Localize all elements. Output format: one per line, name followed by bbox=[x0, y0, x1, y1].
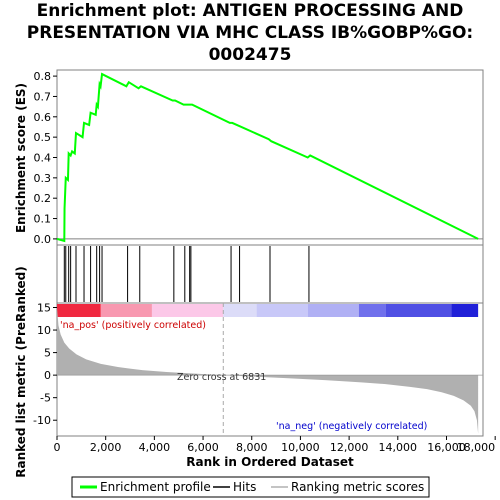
color-bar-segment bbox=[256, 304, 308, 317]
x-tick-label: 8,000 bbox=[236, 441, 268, 454]
chart-title: Enrichment plot: ANTIGEN PROCESSING AND … bbox=[0, 0, 500, 66]
ranked-metric-area bbox=[57, 307, 479, 434]
x-tick-label: 12,000 bbox=[330, 441, 369, 454]
es-tick-label: 0.2 bbox=[34, 192, 52, 205]
color-bar bbox=[57, 304, 479, 317]
x-axis-title: Rank in Ordered Dataset bbox=[186, 455, 354, 469]
legend-label-profile: Enrichment profile bbox=[100, 480, 211, 494]
x-tick-label: 2,000 bbox=[90, 441, 122, 454]
color-bar-segment bbox=[223, 304, 257, 317]
x-tick-label: 18,000 bbox=[457, 441, 496, 454]
zero-cross-label: Zero cross at 6831 bbox=[177, 372, 266, 383]
title-line-1: Enrichment plot: ANTIGEN PROCESSING AND bbox=[36, 1, 464, 21]
x-tick-label: 6,000 bbox=[187, 441, 219, 454]
metric-tick-label: -10 bbox=[33, 414, 51, 427]
ranked-metric-layer bbox=[57, 303, 483, 436]
es-tick-label: 0.0 bbox=[34, 233, 52, 246]
es-tick-label: 0.1 bbox=[34, 213, 52, 226]
es-tick-label: 0.8 bbox=[34, 70, 52, 83]
color-bar-segment bbox=[307, 304, 359, 317]
x-tick-label: 10,000 bbox=[281, 441, 320, 454]
es-tick-label: 0.5 bbox=[34, 131, 52, 144]
legend-label-metric: Ranking metric scores bbox=[291, 480, 424, 494]
metric-tick-label: 5 bbox=[44, 347, 51, 360]
legend-box bbox=[71, 476, 430, 498]
color-bar-segment bbox=[385, 304, 452, 317]
es-axis-title: Enrichment score (ES) bbox=[14, 83, 28, 233]
enrichment-profile-line bbox=[56, 72, 479, 243]
es-tick-label: 0.4 bbox=[34, 152, 52, 165]
metric-axis-title: Ranked list metric (PreRanked) bbox=[14, 266, 28, 478]
color-bar-segment bbox=[358, 304, 386, 317]
title-line-3: 0002475 bbox=[208, 45, 292, 65]
es-tick-label: 0.3 bbox=[34, 172, 52, 185]
neg-label: 'na_neg' (negatively correlated) bbox=[276, 421, 427, 432]
es-panel bbox=[56, 69, 484, 246]
metric-tick-label: -5 bbox=[40, 392, 51, 405]
x-tick-label: 4,000 bbox=[139, 441, 171, 454]
axes-layer: 0.0 0.1 0.2 0.3 0.4 0.5 0.6 0.7 0.8 -10 -5 0 5 10 15 0 2… bbox=[33, 70, 496, 454]
color-bar-segment bbox=[57, 304, 101, 317]
title-line-2: PRESENTATION VIA MHC CLASS IB%GOBP%GO: bbox=[26, 23, 474, 43]
metric-tick-label: 10 bbox=[37, 324, 51, 337]
color-bar-segment bbox=[100, 304, 152, 317]
es-tick-label: 0.6 bbox=[34, 111, 52, 124]
legend-label-hits: Hits bbox=[233, 480, 256, 494]
x-tick-label: 16,000 bbox=[427, 441, 466, 454]
metric-tick-label: 0 bbox=[44, 369, 51, 382]
enrichment-layer bbox=[56, 72, 483, 243]
x-tick-label: 0 bbox=[54, 441, 61, 454]
metric-tick-label: 15 bbox=[37, 302, 51, 315]
pos-label: 'na_pos' (positively correlated) bbox=[60, 320, 206, 331]
x-tick-label: 14,000 bbox=[379, 441, 418, 454]
es-tick-label: 0.7 bbox=[34, 90, 52, 103]
hits-layer bbox=[63, 246, 310, 302]
color-bar-segment bbox=[451, 304, 479, 317]
color-bar-segment bbox=[151, 304, 224, 317]
